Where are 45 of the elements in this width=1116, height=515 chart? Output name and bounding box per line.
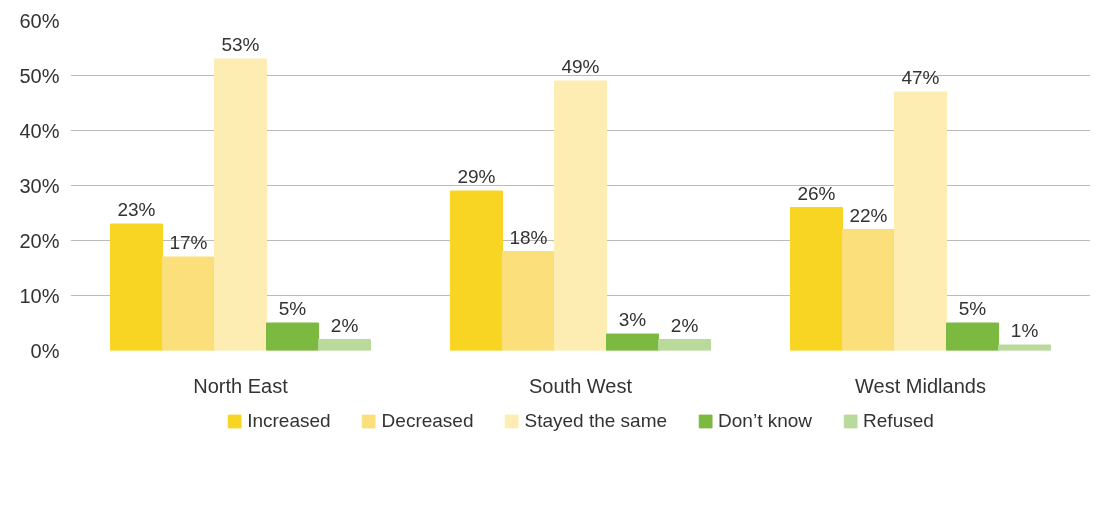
data-label: 2% [670, 314, 699, 336]
data-label: 22% [849, 204, 888, 226]
data-label: 1% [1010, 320, 1039, 341]
y-tick-label: 10% [19, 284, 60, 307]
bar [266, 322, 320, 351]
data-label: 49% [561, 56, 600, 77]
legend-label: Don’t know [718, 410, 813, 432]
y-tick-label: 20% [19, 229, 60, 252]
data-label: 5% [958, 298, 987, 319]
bar [213, 58, 268, 351]
bar [789, 207, 843, 351]
bar [553, 80, 608, 351]
y-tick-label: 30% [19, 174, 60, 197]
data-label: 3% [618, 309, 647, 330]
bar [161, 256, 215, 351]
x-tick-label: North East [193, 374, 289, 397]
bar [893, 91, 948, 351]
y-tick-label: 0% [30, 339, 60, 362]
legend-label: Increased [247, 410, 331, 432]
legend-label: Decreased [381, 410, 474, 432]
data-label: 2% [330, 314, 359, 336]
y-tick-label: 50% [19, 64, 60, 87]
data-label: 47% [901, 67, 940, 88]
bar [841, 229, 895, 351]
y-tick-label: 40% [19, 119, 60, 142]
bar [109, 223, 163, 351]
data-label: 29% [457, 166, 496, 187]
bar [658, 339, 712, 351]
data-label: 53% [221, 34, 260, 55]
bar [318, 339, 372, 351]
bar [449, 190, 503, 351]
legend-label: Refused [863, 410, 934, 432]
bar [998, 344, 1052, 351]
x-tick-label: West Midlands [855, 374, 986, 397]
bar [606, 333, 660, 351]
data-label: 23% [117, 199, 156, 220]
bar [946, 322, 1000, 351]
data-label: 18% [509, 226, 548, 248]
data-label: 17% [169, 232, 208, 253]
x-tick-label: South West [528, 374, 633, 397]
y-tick-label: 60% [19, 9, 60, 32]
data-label: 26% [797, 182, 836, 204]
legend-label: Stayed the same [524, 410, 668, 432]
data-label: 5% [278, 298, 307, 319]
bar [501, 251, 555, 351]
